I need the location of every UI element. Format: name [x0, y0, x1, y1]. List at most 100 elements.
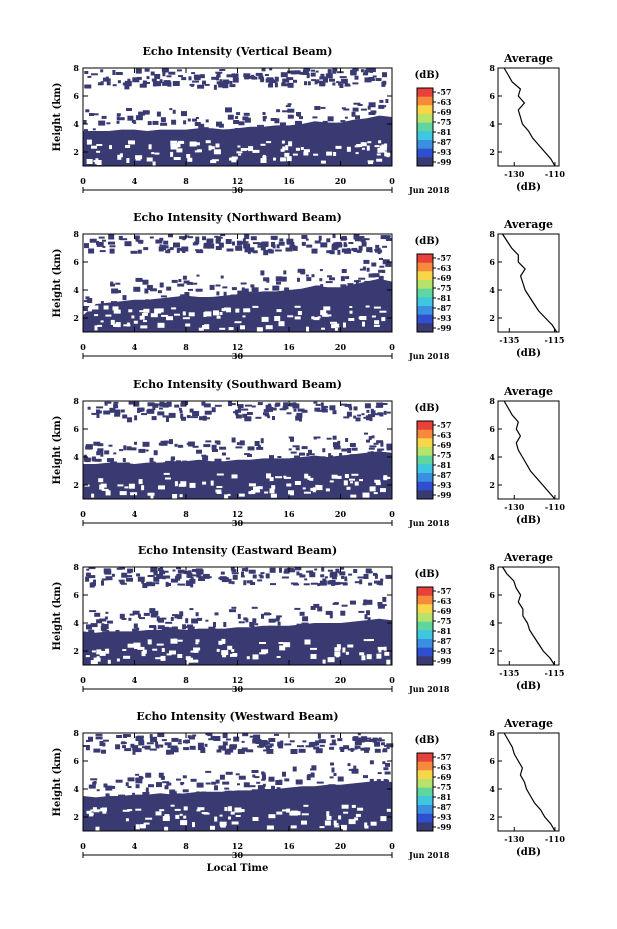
echo-cell	[376, 779, 381, 784]
echo-cell	[146, 76, 150, 80]
echo-cell	[299, 71, 305, 75]
average-y-tick-label: 2	[489, 646, 495, 656]
echo-cell	[214, 404, 222, 407]
echo-cell	[349, 454, 354, 457]
echo-cell	[363, 259, 370, 264]
echo-cell	[360, 747, 367, 751]
echo-cell	[171, 737, 179, 742]
echo-cell	[380, 441, 384, 447]
echo-cell	[357, 414, 362, 417]
echo-cell	[366, 145, 370, 151]
echo-cell	[255, 72, 263, 76]
echo-cell	[210, 160, 217, 164]
echo-cell	[96, 150, 101, 153]
echo-cell	[280, 148, 285, 152]
echo-cell	[261, 316, 269, 322]
echo-cell	[186, 154, 191, 158]
echo-cell	[135, 277, 143, 282]
echo-cell	[236, 151, 243, 154]
echo-cell	[177, 742, 182, 745]
echo-cell	[208, 146, 215, 150]
echo-cell	[222, 452, 226, 456]
echo-cell	[84, 84, 92, 89]
echo-cell	[214, 785, 218, 791]
echo-cell	[327, 69, 332, 75]
echo-cell	[248, 247, 255, 253]
echo-cell	[150, 612, 157, 618]
echo-cell	[140, 776, 144, 779]
echo-cell	[162, 617, 167, 620]
echo-cell	[205, 733, 213, 736]
echo-cell	[343, 480, 348, 486]
colorbar-tick-label: -57	[437, 420, 451, 430]
echo-cell	[83, 120, 87, 124]
echo-cell	[109, 407, 116, 413]
echo-cell	[99, 618, 107, 622]
echo-cell	[229, 84, 236, 88]
echo-cell	[237, 613, 241, 619]
average-profile-line	[503, 400, 556, 500]
echo-cell	[351, 768, 359, 774]
echo-cell	[311, 765, 317, 771]
echo-cell	[215, 779, 220, 784]
echo-cell	[126, 577, 133, 582]
echo-cell	[155, 81, 163, 84]
colorbar-tick-label: -57	[437, 752, 451, 762]
echo-cell	[367, 160, 374, 163]
colorbar-segment	[417, 88, 433, 98]
echo-cell	[340, 78, 348, 84]
echo-cell	[176, 778, 181, 781]
x-tick-label: 12	[232, 176, 243, 186]
colorbar-tick-label: -69	[437, 440, 452, 450]
echo-cell	[372, 273, 380, 278]
echo-cell	[95, 158, 99, 162]
chart-title: Echo Intensity (Eastward Beam)	[138, 544, 337, 557]
colorbar-tick-label: -57	[437, 253, 451, 263]
echo-cell	[252, 250, 258, 254]
echo-cell	[341, 236, 347, 239]
echo-cell	[268, 814, 276, 819]
echo-cell	[189, 608, 194, 611]
echo-cell	[376, 402, 384, 408]
echo-cell	[147, 639, 152, 645]
colorbar-tick-label: -93	[437, 646, 452, 656]
echo-cell	[293, 408, 297, 412]
echo-cell	[140, 325, 148, 329]
echo-cell	[93, 809, 100, 813]
echo-cell	[276, 787, 281, 791]
echo-cell	[169, 789, 176, 795]
echo-cell	[192, 242, 198, 246]
echo-cell	[142, 792, 150, 796]
echo-cell	[132, 628, 139, 633]
echo-cell	[182, 624, 187, 630]
echo-cell	[96, 789, 100, 792]
echo-cell	[96, 451, 101, 456]
echo-cell	[238, 493, 245, 497]
chart-panel-2: Echo Intensity (Northward Beam)2468Heigh…	[52, 211, 564, 361]
x-tick-label: 8	[183, 342, 189, 352]
echo-cell	[262, 116, 266, 122]
echo-cell	[133, 623, 138, 629]
colorbar-segment	[417, 761, 433, 771]
echo-cell	[241, 568, 247, 572]
average-x-tick-label: -110	[545, 834, 565, 844]
x-tick-label: 4	[132, 509, 138, 519]
echo-cell	[145, 449, 149, 452]
echo-cell	[306, 453, 310, 456]
echo-cell	[292, 445, 300, 448]
echo-cell	[366, 599, 373, 605]
echo-cell	[151, 416, 157, 421]
echo-cell	[211, 781, 217, 785]
x-tick-label: 20	[335, 342, 347, 352]
echo-cell	[299, 611, 305, 616]
x-tick-label: 16	[283, 675, 295, 685]
echo-cell	[169, 439, 173, 445]
echo-cell	[162, 81, 170, 86]
echo-cell	[326, 250, 333, 254]
echo-cell	[142, 583, 148, 588]
colorbar-segment	[417, 604, 433, 614]
echo-cell	[222, 653, 227, 658]
echo-cell	[224, 787, 230, 790]
echo-cell	[319, 76, 327, 80]
echo-cell	[180, 820, 188, 826]
